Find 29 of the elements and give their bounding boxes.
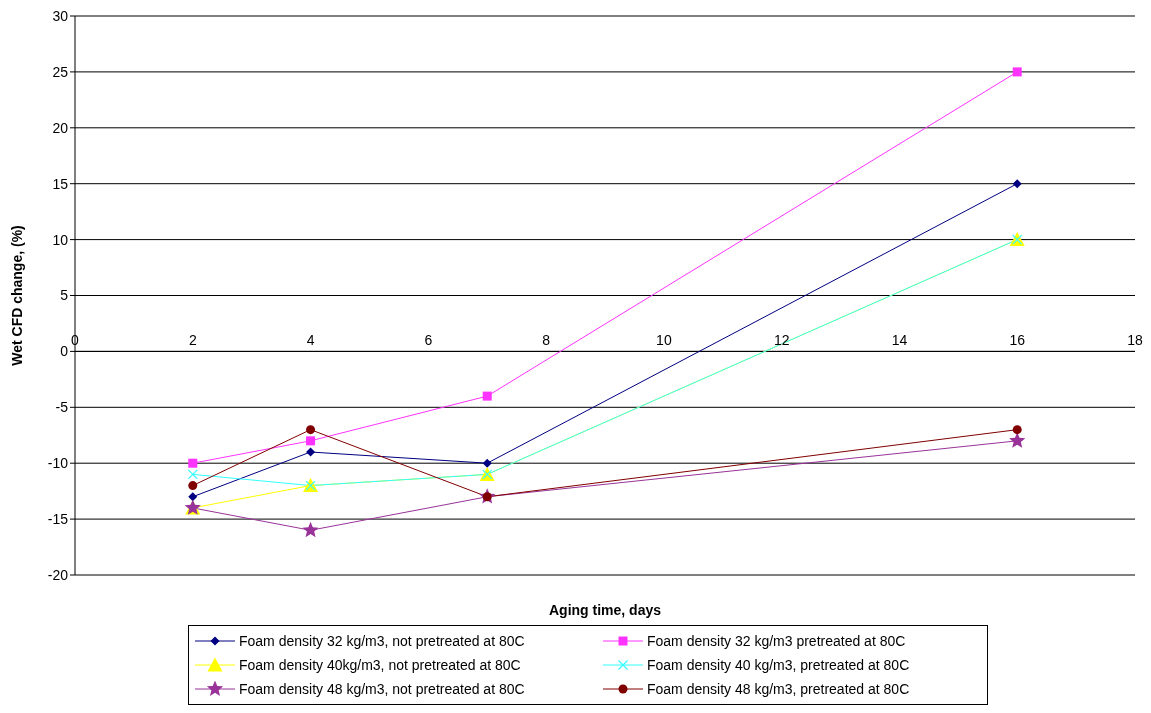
legend-label: Foam density 32 kg/m3, not pretreated at 80C <box>239 633 525 649</box>
x-tick-label: 4 <box>306 332 315 349</box>
x-tick-label: 12 <box>773 332 790 349</box>
y-tick-label: -15 <box>47 511 69 528</box>
y-tick-label: 5 <box>60 287 69 304</box>
y-tick-label: 10 <box>52 231 69 248</box>
y-tick-label: 20 <box>52 119 69 136</box>
x-tick-label: 16 <box>1009 332 1026 349</box>
legend-label: Foam density 32 kg/m3 pretreated at 80C <box>647 633 906 649</box>
legend-label: Foam density 48 kg/m3, pretreated at 80C <box>647 681 910 697</box>
y-axis-title: Wet CFD change, (%) <box>8 225 25 366</box>
y-tick-label: -5 <box>55 399 69 416</box>
y-tick-label: 0 <box>60 343 69 360</box>
legend-label: Foam density 40kg/m3, not pretreated at 80C <box>239 657 521 673</box>
y-tick-label: -20 <box>47 566 69 583</box>
x-axis-title: Aging time, days <box>548 602 662 618</box>
x-tick-label: 2 <box>188 332 197 349</box>
x-tick-label: 6 <box>424 332 433 349</box>
y-tick-label: 15 <box>52 175 69 192</box>
y-tick-label: 25 <box>52 63 69 80</box>
x-tick-label: 8 <box>542 332 551 349</box>
x-tick-label: 18 <box>1127 332 1143 349</box>
x-tick-label: 14 <box>891 332 908 349</box>
y-tick-label: -10 <box>47 455 69 472</box>
legend-label: Foam density 40 kg/m3, pretreated at 80C <box>647 657 910 673</box>
x-tick-label: 10 <box>656 332 672 349</box>
x-tick-label: 0 <box>71 332 80 349</box>
y-tick-label: 30 <box>52 7 69 24</box>
legend-label: Foam density 48 kg/m3, not pretreated at 80C <box>239 681 525 697</box>
